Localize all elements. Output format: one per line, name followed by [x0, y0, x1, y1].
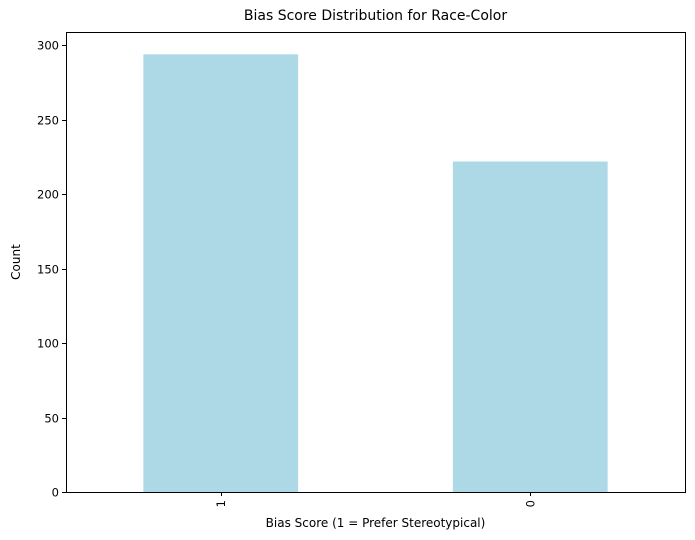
- y-tick-label: 250: [37, 114, 59, 128]
- y-tick-label: 0: [52, 486, 59, 500]
- y-axis-label: Count: [9, 244, 23, 280]
- bar-1: [143, 54, 299, 492]
- y-tick-label: 100: [37, 337, 59, 351]
- plot-frame: [66, 32, 686, 493]
- x-axis-label: Bias Score (1 = Prefer Stereotypical): [266, 516, 486, 530]
- y-tick-label: 300: [37, 39, 59, 53]
- y-tick-label: 200: [37, 188, 59, 202]
- y-tick-label: 150: [37, 263, 59, 277]
- x-tick-label: 0: [523, 500, 537, 507]
- bars-group: [143, 54, 608, 492]
- y-tick-label: 50: [44, 412, 59, 426]
- x-tick-label: 1: [214, 500, 228, 507]
- y-axis-ticks: 0 50 100 150 200 250 300: [37, 39, 66, 500]
- bar-0: [452, 161, 608, 492]
- chart-title: Bias Score Distribution for Race-Color: [244, 8, 507, 24]
